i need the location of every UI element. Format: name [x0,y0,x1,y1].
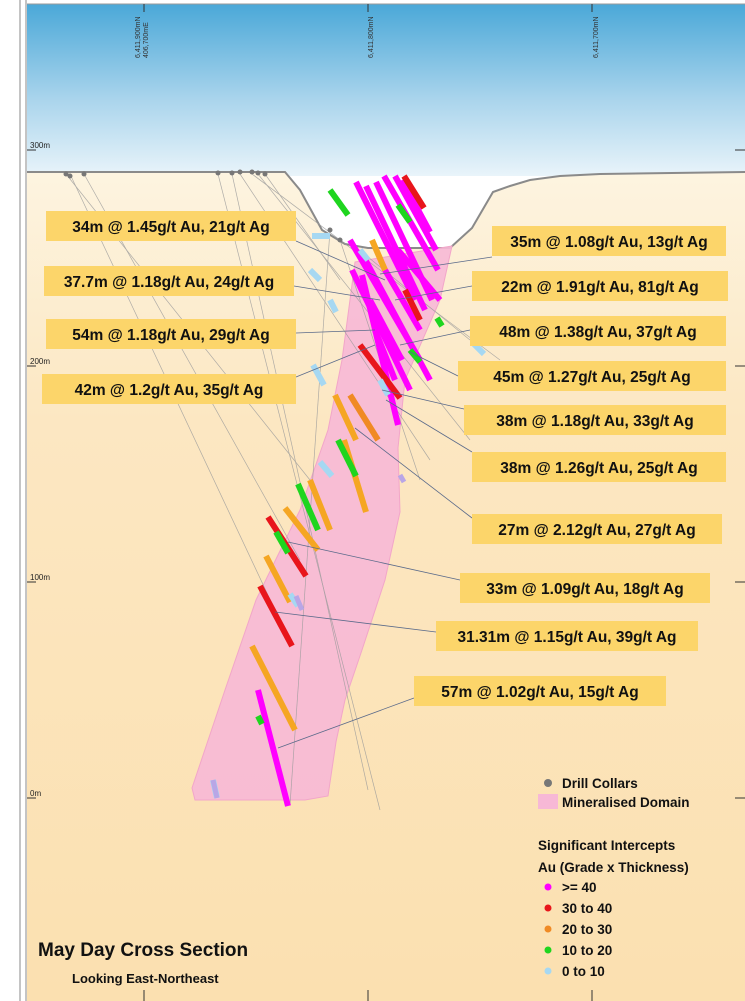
callout-10: 38m @ 1.26g/t Au, 25g/t Ag [472,452,726,482]
elevation-ticks [27,4,745,1001]
elevation-label-100: 100m [30,573,50,582]
legend-grade-3: 20 to 30 [562,922,612,937]
legend-heading-1: Significant Intercepts [538,838,675,853]
elevation-label-200: 200m [30,357,50,366]
grade-swatch-4 [544,946,552,954]
elevation-label-0: 0m [30,789,41,798]
callout-11-text: 27m @ 2.12g/t Au, 27g/t Ag [498,522,695,539]
callout-4: 22m @ 1.91g/t Au, 81g/t Ag [472,271,728,301]
callout-5: 54m @ 1.18g/t Au, 29g/t Ag [46,319,296,349]
callout-12: 33m @ 1.09g/t Au, 18g/t Ag [460,573,710,603]
callout-13-text: 31.31m @ 1.15g/t Au, 39g/t Ag [458,629,677,646]
legend-grade-5: 0 to 10 [562,964,605,979]
callout-4-text: 22m @ 1.91g/t Au, 81g/t Ag [501,279,698,296]
callout-5-text: 54m @ 1.18g/t Au, 29g/t Ag [72,327,269,344]
callout-2-text: 35m @ 1.08g/t Au, 13g/t Ag [510,234,707,251]
callout-9-text: 38m @ 1.18g/t Au, 33g/t Ag [496,413,693,430]
legend-heading-2: Au (Grade x Thickness) [538,860,689,875]
callout-14: 57m @ 1.02g/t Au, 15g/t Ag [414,676,666,706]
callout-14-text: 57m @ 1.02g/t Au, 15g/t Ag [441,684,638,701]
legend-grade-1: >= 40 [562,880,597,895]
elevation-label-300: 300m [30,141,50,150]
easting-label-1: 406,700mE [143,22,150,58]
figure-subtitle: Looking East-Northeast [72,971,219,986]
drill-collar-legend-icon [544,779,552,787]
grade-swatch-3 [544,925,552,933]
callout-8: 45m @ 1.27g/t Au, 25g/t Ag [458,361,726,391]
figure-title: May Day Cross Section [38,940,248,961]
northing-label-3: 6,411,700mN [593,16,600,58]
grade-swatch-1 [544,883,552,891]
northing-label-1: 6,411,900mN [135,16,142,58]
callout-3: 37.7m @ 1.18g/t Au, 24g/t Ag [44,266,294,296]
legend-mineralised-domain: Mineralised Domain [562,795,690,810]
callout-12-text: 33m @ 1.09g/t Au, 18g/t Ag [486,581,683,598]
callout-10-text: 38m @ 1.26g/t Au, 25g/t Ag [500,460,697,477]
callout-13: 31.31m @ 1.15g/t Au, 39g/t Ag [436,621,698,651]
callout-7: 42m @ 1.2g/t Au, 35g/t Ag [42,374,296,404]
callout-6-text: 48m @ 1.38g/t Au, 37g/t Ag [499,324,696,341]
callout-7-text: 42m @ 1.2g/t Au, 35g/t Ag [75,382,264,399]
topography-line [27,171,745,249]
legend-drill-collars: Drill Collars [562,776,638,791]
grade-swatch-2 [544,904,552,912]
callout-1: 34m @ 1.45g/t Au, 21g/t Ag [46,211,296,241]
intercept-segments [210,174,487,807]
callout-11: 27m @ 2.12g/t Au, 27g/t Ag [472,514,722,544]
leader-lines [274,240,493,749]
legend-grade-2: 30 to 40 [562,901,612,916]
legend: Drill Collars Mineralised Domain Signifi… [538,776,690,979]
sky-area [27,4,745,176]
callout-1-text: 34m @ 1.45g/t Au, 21g/t Ag [72,219,269,236]
legend-grade-4: 10 to 20 [562,943,612,958]
callout-9: 38m @ 1.18g/t Au, 33g/t Ag [464,405,726,435]
callout-2: 35m @ 1.08g/t Au, 13g/t Ag [492,226,726,256]
callout-3-text: 37.7m @ 1.18g/t Au, 24g/t Ag [64,274,274,291]
intercept-callouts: 34m @ 1.45g/t Au, 21g/t Ag 35m @ 1.08g/t… [42,211,728,706]
domain-legend-swatch [538,794,558,809]
northing-label-2: 6,411,800mN [368,16,375,58]
left-margin [0,0,26,1001]
grade-swatch-5 [544,967,552,975]
callout-8-text: 45m @ 1.27g/t Au, 25g/t Ag [493,369,690,386]
callout-6: 48m @ 1.38g/t Au, 37g/t Ag [470,316,726,346]
